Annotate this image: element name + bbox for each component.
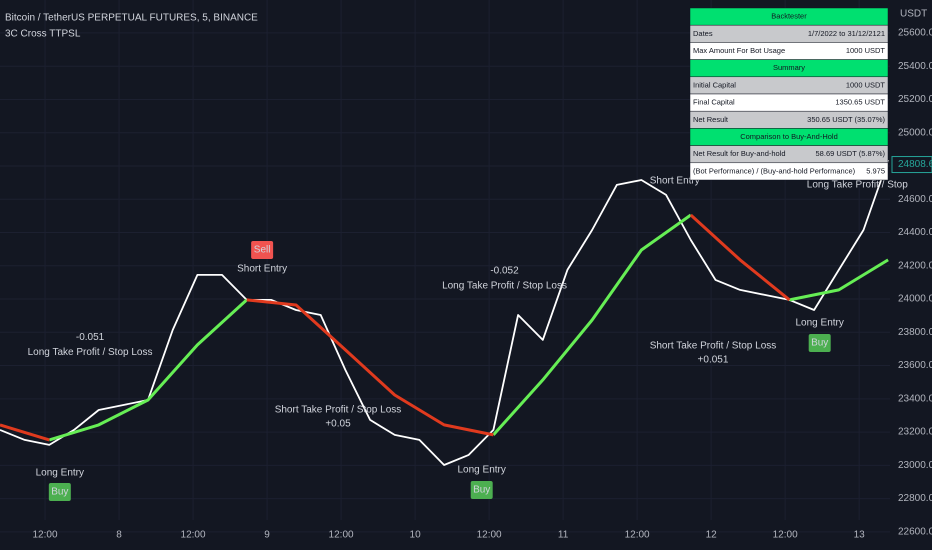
chart-title: Bitcoin / TetherUS PERPETUAL FUTURES, 5,… <box>5 13 258 24</box>
x-tick-label: 12:00 <box>477 530 502 541</box>
annotation: Short Take Profit / Stop Loss <box>275 405 402 416</box>
annotation: Short Entry <box>650 176 700 187</box>
last-price-box <box>891 156 932 174</box>
table-header: Backtester <box>771 12 807 21</box>
x-tick-label: 12 <box>706 530 718 541</box>
annotation: -0.051 <box>76 332 105 343</box>
annotation: Short Entry <box>237 264 287 275</box>
x-tick-label: 12:00 <box>773 530 798 541</box>
y-tick-label: 25400.0 <box>898 61 932 72</box>
y-tick-label: 23400.0 <box>898 393 932 404</box>
table-value: 5.975 <box>866 166 885 175</box>
table-value: 1000 USDT <box>846 46 886 55</box>
annotation: Long Take Profit / Stop Loss <box>442 281 567 292</box>
table-label: (Bot Performance) / (Buy-and-hold Perfor… <box>693 166 856 175</box>
y-tick-label: 22800.0 <box>898 493 932 504</box>
table-label: Net Result for Buy-and-hold <box>693 149 786 158</box>
y-tick-label: 23200.0 <box>898 427 932 438</box>
annotation: Long Take Profit / Stop Loss <box>28 347 153 358</box>
table-label: Dates <box>693 29 713 38</box>
x-tick-label: 12:00 <box>329 530 354 541</box>
x-tick-label: 13 <box>854 530 866 541</box>
line-series <box>48 213 889 442</box>
y-tick-label: 25200.0 <box>898 94 932 105</box>
y-tick-label: 23600.0 <box>898 360 932 371</box>
y-tick-label: 23800.0 <box>898 327 932 338</box>
x-tick-label: 12:00 <box>33 530 58 541</box>
signal-label: Sell <box>254 245 271 256</box>
y-tick-label: 24600.0 <box>898 194 932 205</box>
y-tick-label: 25600.0 <box>898 28 932 39</box>
table-label: Net Result <box>693 115 729 124</box>
x-tick-label: 10 <box>410 530 422 541</box>
signal-box <box>251 240 274 259</box>
annotation: -0.052 <box>490 266 519 277</box>
x-tick-label: 8 <box>116 530 122 541</box>
y-tick-label: 23000.0 <box>898 460 932 471</box>
signal-box <box>470 480 493 499</box>
y-unit: USDT <box>900 9 927 20</box>
signal-label: Buy <box>51 487 68 498</box>
x-tick-label: 12:00 <box>181 530 206 541</box>
signal-label: Buy <box>811 338 828 349</box>
annotation: Long Entry <box>36 468 84 479</box>
table-value: 350.65 USDT (35.07%) <box>807 115 885 124</box>
table-header: Comparison to Buy-And-Hold <box>740 132 838 141</box>
table-value: 1350.65 USDT <box>835 98 885 107</box>
indicator-name: 3C Cross TTPSL <box>5 29 81 40</box>
table-header: Summary <box>773 63 805 72</box>
table-value: 1000 USDT <box>846 80 886 89</box>
annotation: Long Entry <box>796 318 844 329</box>
table-label: Initial Capital <box>693 80 736 89</box>
table-value: 1/7/2022 to 31/12/2121 <box>808 29 885 38</box>
annotation: +0.051 <box>698 355 729 366</box>
last-price-label: 24808.6 <box>898 159 932 170</box>
y-tick-label: 22600.0 <box>898 527 932 538</box>
y-tick-label: 24000.0 <box>898 294 932 305</box>
x-tick-label: 12:00 <box>625 530 650 541</box>
table-value: 58.69 USDT (5.87%) <box>816 149 886 158</box>
signal-label: Buy <box>473 485 490 496</box>
annotation: Short Take Profit / Stop Loss <box>650 341 777 352</box>
y-tick-label: 24400.0 <box>898 227 932 238</box>
y-tick-label: 24200.0 <box>898 260 932 271</box>
y-tick-label: 25000.0 <box>898 127 932 138</box>
table-cell <box>689 162 889 181</box>
table-label: Max Amount For Bot Usage <box>693 46 785 55</box>
annotation: Long Take Profit / Stop <box>807 180 908 191</box>
x-tick-label: 9 <box>264 530 270 541</box>
annotation: +0.05 <box>325 419 351 430</box>
x-tick-label: 11 <box>558 530 569 541</box>
signal-box <box>808 333 831 352</box>
line-series <box>0 213 791 442</box>
signal-box <box>48 482 71 501</box>
table-label: Final Capital <box>693 98 735 107</box>
annotation: Long Entry <box>458 465 506 476</box>
